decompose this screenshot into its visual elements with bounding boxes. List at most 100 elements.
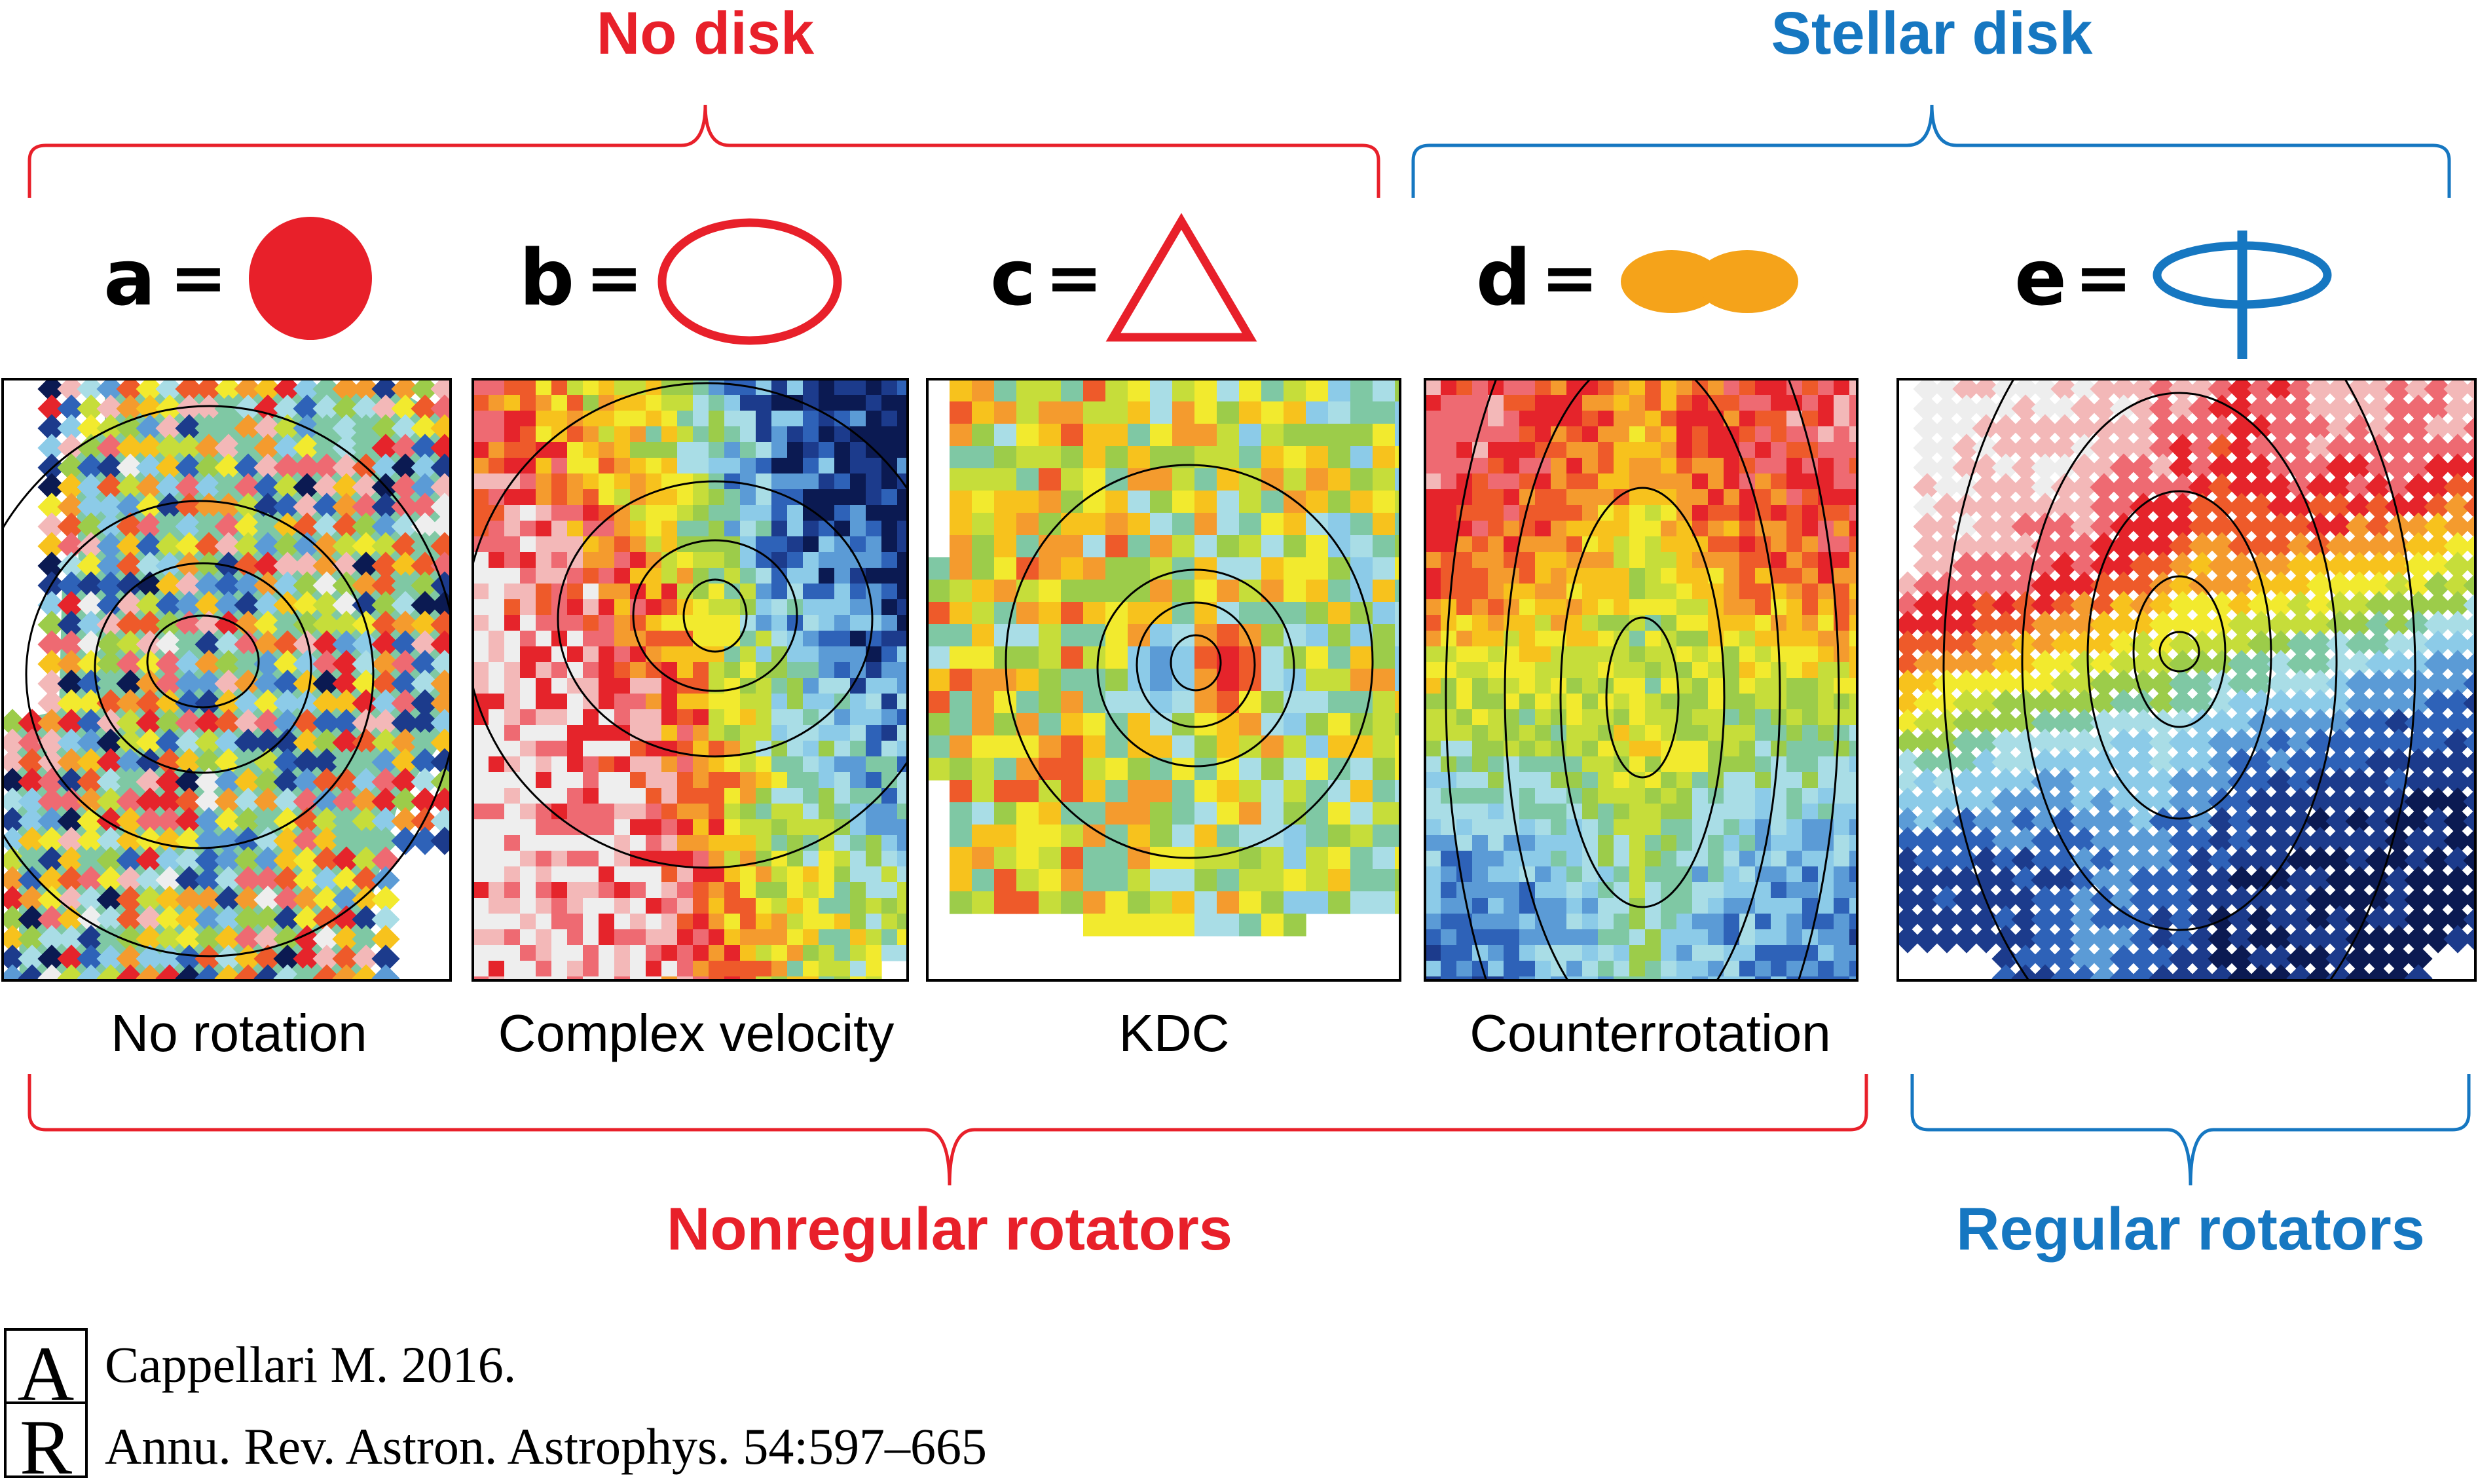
group-title-regular-rotators: Regular rotators xyxy=(1956,1196,2425,1263)
spaxel xyxy=(391,669,420,698)
spaxel xyxy=(677,489,693,506)
spaxel xyxy=(709,804,725,820)
spaxel xyxy=(2306,964,2335,980)
spaxel xyxy=(1802,505,1819,521)
spaxel xyxy=(116,689,145,718)
spaxel xyxy=(1708,851,1724,867)
spaxel xyxy=(834,835,851,851)
spaxel xyxy=(1551,646,1567,663)
spaxel xyxy=(1786,552,1803,568)
spaxel xyxy=(1217,914,1240,937)
spaxel xyxy=(234,925,263,954)
spaxel xyxy=(2070,925,2099,954)
spaxel xyxy=(1739,929,1756,946)
spaxel xyxy=(411,650,439,678)
spaxel xyxy=(693,741,709,757)
spaxel xyxy=(371,944,400,973)
spaxel xyxy=(2306,473,2335,502)
spaxel xyxy=(1519,568,1536,584)
spaxel xyxy=(1834,442,1850,458)
spaxel xyxy=(1802,772,1819,788)
spaxel xyxy=(1692,709,1709,726)
spaxel xyxy=(2109,434,2138,462)
spaxel xyxy=(1194,780,1217,803)
spaxel xyxy=(646,772,662,788)
spaxel xyxy=(2168,944,2197,973)
spaxel xyxy=(391,807,420,836)
spaxel xyxy=(1991,532,2020,561)
spaxel xyxy=(2050,748,2079,777)
spaxel xyxy=(2463,396,2475,421)
spaxel xyxy=(37,905,66,934)
spaxel xyxy=(972,468,995,491)
spaxel xyxy=(1972,807,2001,836)
spaxel xyxy=(37,826,66,855)
spaxel xyxy=(1629,662,1646,678)
spaxel xyxy=(175,453,204,482)
spaxel xyxy=(1150,379,1173,402)
spaxel xyxy=(1373,580,1396,603)
spaxel xyxy=(1645,395,1661,411)
spaxel xyxy=(1519,694,1536,710)
panel-letter-e: e xyxy=(2014,232,2067,323)
spaxel xyxy=(646,709,662,726)
spaxel xyxy=(1802,521,1819,537)
spaxel xyxy=(1061,602,1084,625)
spaxel xyxy=(1786,505,1803,521)
spaxel xyxy=(536,835,552,851)
spaxel xyxy=(536,678,552,694)
spaxel xyxy=(234,807,263,836)
spaxel xyxy=(2306,748,2335,777)
spaxel xyxy=(332,512,361,541)
spaxel xyxy=(2443,414,2472,443)
spaxel xyxy=(2443,846,2472,875)
spaxel xyxy=(1932,473,1961,502)
spaxel xyxy=(57,532,86,561)
spaxel xyxy=(2266,787,2295,816)
spaxel xyxy=(1039,713,1062,736)
spaxel xyxy=(2109,551,2138,580)
spaxel xyxy=(1724,505,1740,521)
spaxel xyxy=(630,646,646,663)
spaxel xyxy=(96,473,125,502)
spaxel xyxy=(1645,788,1661,804)
spaxel xyxy=(646,756,662,773)
spaxel xyxy=(1598,866,1614,883)
spaxel xyxy=(1771,835,1787,851)
spaxel xyxy=(819,473,835,490)
spaxel xyxy=(1952,532,1981,561)
spaxel xyxy=(194,551,223,580)
spaxel xyxy=(787,819,804,836)
spaxel xyxy=(1786,866,1803,883)
spaxel xyxy=(972,379,995,402)
spaxel xyxy=(646,426,662,443)
spaxel xyxy=(1692,521,1709,537)
spaxel xyxy=(1755,599,1771,616)
spaxel xyxy=(1755,646,1771,663)
spaxel xyxy=(2345,571,2374,600)
spaxel xyxy=(2247,532,2276,561)
spaxel xyxy=(1566,473,1583,490)
spaxel xyxy=(724,615,741,631)
spaxel xyxy=(1913,492,1942,521)
spaxel xyxy=(1755,788,1771,804)
spaxel xyxy=(2149,492,2177,521)
spaxel xyxy=(536,631,552,647)
spaxel xyxy=(2011,394,2040,423)
spaxel xyxy=(57,866,86,895)
spaxel xyxy=(1834,646,1850,663)
spaxel xyxy=(175,846,204,875)
spaxel xyxy=(1952,610,1981,639)
spaxel xyxy=(2188,453,2217,482)
spaxel xyxy=(927,557,950,580)
spaxel xyxy=(2286,610,2315,639)
spaxel xyxy=(2090,689,2118,718)
spaxel xyxy=(709,914,725,930)
spaxel xyxy=(950,669,972,692)
spaxel xyxy=(536,914,552,930)
spaxel xyxy=(234,944,263,973)
spaxel xyxy=(1692,866,1709,883)
spaxel xyxy=(2011,826,2040,855)
spaxel xyxy=(677,379,693,396)
spaxel xyxy=(77,885,105,914)
